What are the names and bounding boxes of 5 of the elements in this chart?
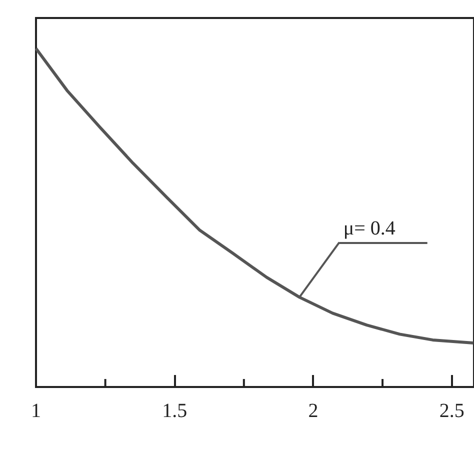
x-tick-label: 2.5	[439, 400, 464, 422]
x-tick-label: 1	[31, 400, 41, 422]
x-tick-label: 1.5	[162, 400, 188, 422]
x-tick-label: 2	[308, 400, 318, 422]
annotation: μ= 0.4	[343, 217, 396, 240]
